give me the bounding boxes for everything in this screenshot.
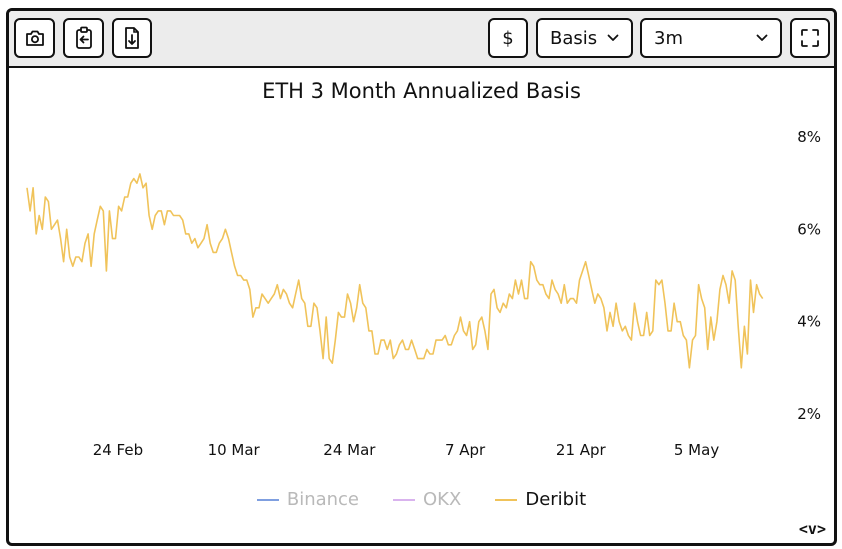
chevron-down-icon	[756, 34, 768, 42]
clipboard-icon	[75, 26, 92, 49]
chevron-down-icon	[607, 34, 619, 42]
screenshot-button[interactable]	[14, 18, 55, 58]
legend-swatch-okx	[393, 498, 416, 501]
fullscreen-icon	[801, 29, 819, 47]
legend-label-binance: Binance	[286, 489, 360, 510]
y-tick-label: 4%	[797, 313, 821, 331]
chart-toolbar: $ Basis 3m	[9, 11, 834, 68]
x-tick-label: 21 Apr	[556, 441, 607, 459]
series-line-deribit	[26, 173, 764, 369]
camera-icon	[25, 30, 44, 46]
x-tick-label: 24 Mar	[323, 441, 376, 459]
chart-nav-arrows[interactable]: <v>	[798, 520, 826, 538]
legend-item-binance[interactable]: Binance	[256, 489, 360, 510]
chart-widget: $ Basis 3m ETH 3 Month Annualized Basis …	[6, 8, 837, 546]
metric-select[interactable]: Basis	[536, 18, 633, 58]
x-tick-label: 10 Mar	[208, 441, 261, 459]
y-tick-label: 6%	[797, 220, 821, 238]
chart-plot-area: 24 Feb 10 Mar 24 Mar 7 Apr 21 Apr 5 May 8% 6% 4%…	[26, 128, 821, 459]
legend-swatch-deribit	[495, 498, 518, 501]
legend-swatch-binance	[256, 498, 279, 501]
copy-to-clipboard-button[interactable]	[63, 18, 104, 58]
fullscreen-button[interactable]	[790, 18, 830, 58]
download-button[interactable]	[112, 18, 152, 58]
legend-label-okx: OKX	[423, 489, 462, 510]
range-select[interactable]: 3m	[640, 18, 782, 58]
legend-label-deribit: Deribit	[525, 489, 587, 510]
range-select-value: 3m	[654, 27, 683, 49]
currency-toggle-button[interactable]: $	[488, 18, 528, 58]
x-tick-label: 7 Apr	[445, 441, 486, 459]
x-tick-label: 5 May	[674, 441, 719, 459]
legend-item-okx[interactable]: OKX	[393, 489, 461, 510]
y-tick-label: 8%	[797, 128, 821, 146]
x-tick-label: 24 Feb	[93, 441, 143, 459]
y-tick-label: 2%	[797, 405, 821, 423]
chart-legend: Binance OKX Deribit	[9, 489, 834, 510]
currency-label: $	[502, 27, 514, 49]
metric-select-value: Basis	[550, 27, 598, 49]
chart-title: ETH 3 Month Annualized Basis	[262, 79, 581, 103]
legend-item-deribit[interactable]: Deribit	[495, 489, 586, 510]
download-icon	[125, 27, 139, 49]
